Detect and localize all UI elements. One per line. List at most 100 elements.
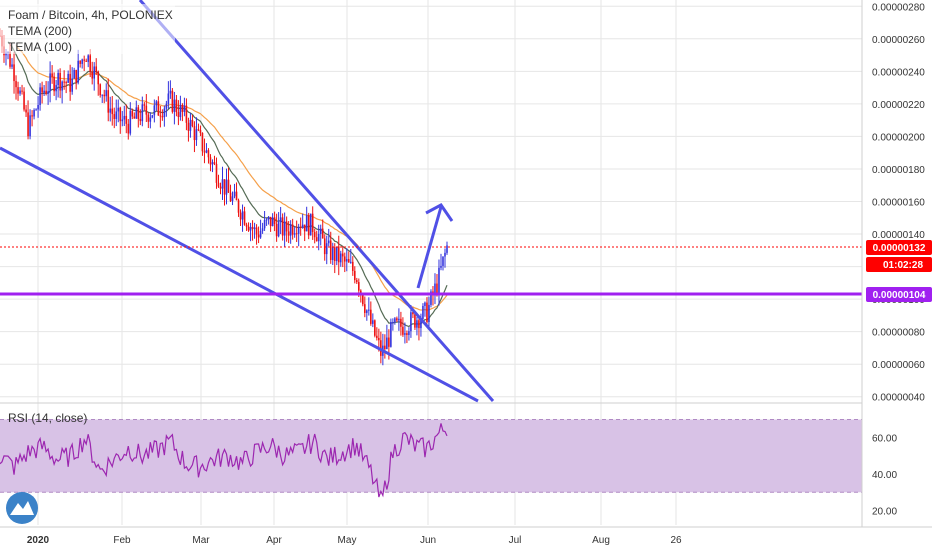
candle-body xyxy=(440,265,442,268)
projection-arrow-shaft[interactable] xyxy=(416,206,443,289)
candle-body xyxy=(374,320,376,336)
candle-body xyxy=(141,104,144,122)
candle-body xyxy=(406,333,408,335)
rsi-axis[interactable]: 60.00 40.00 20.00 xyxy=(872,434,897,518)
candle-body xyxy=(358,282,360,291)
candle-body xyxy=(13,64,15,82)
candle-body xyxy=(325,243,328,255)
candle-body xyxy=(173,99,176,112)
candle-body xyxy=(49,73,51,92)
candle-body xyxy=(115,111,118,119)
candle-body xyxy=(247,226,250,231)
level-price-tag: 0.00000104 xyxy=(866,287,932,302)
price-tick-label: 0.00000040 xyxy=(872,393,925,404)
candle-body xyxy=(444,252,446,257)
candle-body xyxy=(402,326,404,335)
candle-body xyxy=(364,304,366,313)
candle-body xyxy=(321,228,324,239)
candle-body xyxy=(355,280,358,283)
candle-body xyxy=(41,87,43,93)
candle-body xyxy=(313,231,316,238)
tema200-layer xyxy=(15,45,448,311)
candle-body xyxy=(249,226,252,231)
candle-body xyxy=(207,150,210,158)
countdown-tag: 01:02:28 xyxy=(866,257,932,272)
candle-body xyxy=(243,211,246,225)
candle-body xyxy=(289,224,292,236)
candle-body xyxy=(368,309,370,311)
candle-body xyxy=(33,110,35,117)
candle-body xyxy=(155,101,158,106)
candle-body xyxy=(39,87,41,106)
candle-body xyxy=(147,114,150,122)
candle-body xyxy=(171,90,174,112)
candle-body xyxy=(181,104,184,112)
candle-body xyxy=(63,81,65,83)
candle-body xyxy=(131,110,134,117)
candle-body xyxy=(85,60,87,62)
candle-body xyxy=(59,72,61,91)
candle-body xyxy=(257,234,260,238)
candle-body xyxy=(205,150,208,153)
candle-body xyxy=(99,84,102,96)
candle-body xyxy=(424,302,426,306)
candle-body xyxy=(17,87,19,94)
legend-backdrop xyxy=(0,4,175,54)
candle-body xyxy=(329,240,332,260)
projection-arrow-head[interactable] xyxy=(425,203,454,222)
candle-body xyxy=(388,337,390,347)
tema200-line xyxy=(15,45,448,311)
candle-body xyxy=(87,55,89,62)
candle-body xyxy=(420,318,422,329)
price-tick-label: 0.00000060 xyxy=(872,360,925,371)
time-tick-label: Jul xyxy=(509,535,522,546)
candle-body xyxy=(265,219,268,221)
candle-body xyxy=(233,191,236,197)
price-legend: Foam / Bitcoin, 4h, POLONIEX TEMA (200) … xyxy=(0,4,175,54)
candle-body xyxy=(378,337,380,341)
price-tick-label: 0.00000160 xyxy=(872,198,925,209)
candle-body xyxy=(372,320,374,324)
candle-body xyxy=(408,331,410,335)
candle-body xyxy=(69,73,71,92)
candle-body xyxy=(337,246,340,263)
time-tick-label: Aug xyxy=(592,535,610,546)
time-axis[interactable]: 2020 Feb Mar Apr May Jun Jul Aug 26 xyxy=(27,535,682,546)
price-tick-label: 0.00000240 xyxy=(872,67,925,78)
time-tick-label: Mar xyxy=(192,535,210,546)
candle-body xyxy=(149,117,152,122)
candle-body xyxy=(410,312,412,332)
candle-body xyxy=(225,179,228,195)
drawings-layer[interactable] xyxy=(0,0,862,403)
candle-body xyxy=(67,73,69,83)
candle-body xyxy=(213,162,216,164)
candle-body xyxy=(263,220,266,229)
upper-trendline[interactable] xyxy=(138,0,495,402)
candle-body xyxy=(442,256,444,266)
candle-body xyxy=(191,119,194,127)
candle-body xyxy=(187,122,190,131)
candle-body xyxy=(151,115,154,118)
candle-body xyxy=(412,312,414,315)
candle-body xyxy=(430,291,432,305)
candle-body xyxy=(309,213,312,236)
price-tick-label: 0.00000140 xyxy=(872,230,925,241)
candle-body xyxy=(396,318,398,321)
candle-body xyxy=(281,217,284,236)
candle-body xyxy=(65,82,67,84)
candle-body xyxy=(15,81,17,88)
candle-body xyxy=(119,107,122,122)
candle-body xyxy=(347,259,350,263)
candle-body xyxy=(77,60,79,83)
candle-body xyxy=(209,157,212,165)
tradingview-logo-icon[interactable] xyxy=(6,492,38,524)
candle-body xyxy=(91,71,94,79)
candle-body xyxy=(139,118,142,122)
candle-body xyxy=(29,115,31,137)
lower-trendline[interactable] xyxy=(0,146,479,403)
candle-body xyxy=(307,215,310,236)
candle-body xyxy=(21,90,23,92)
candle-body xyxy=(223,179,226,195)
